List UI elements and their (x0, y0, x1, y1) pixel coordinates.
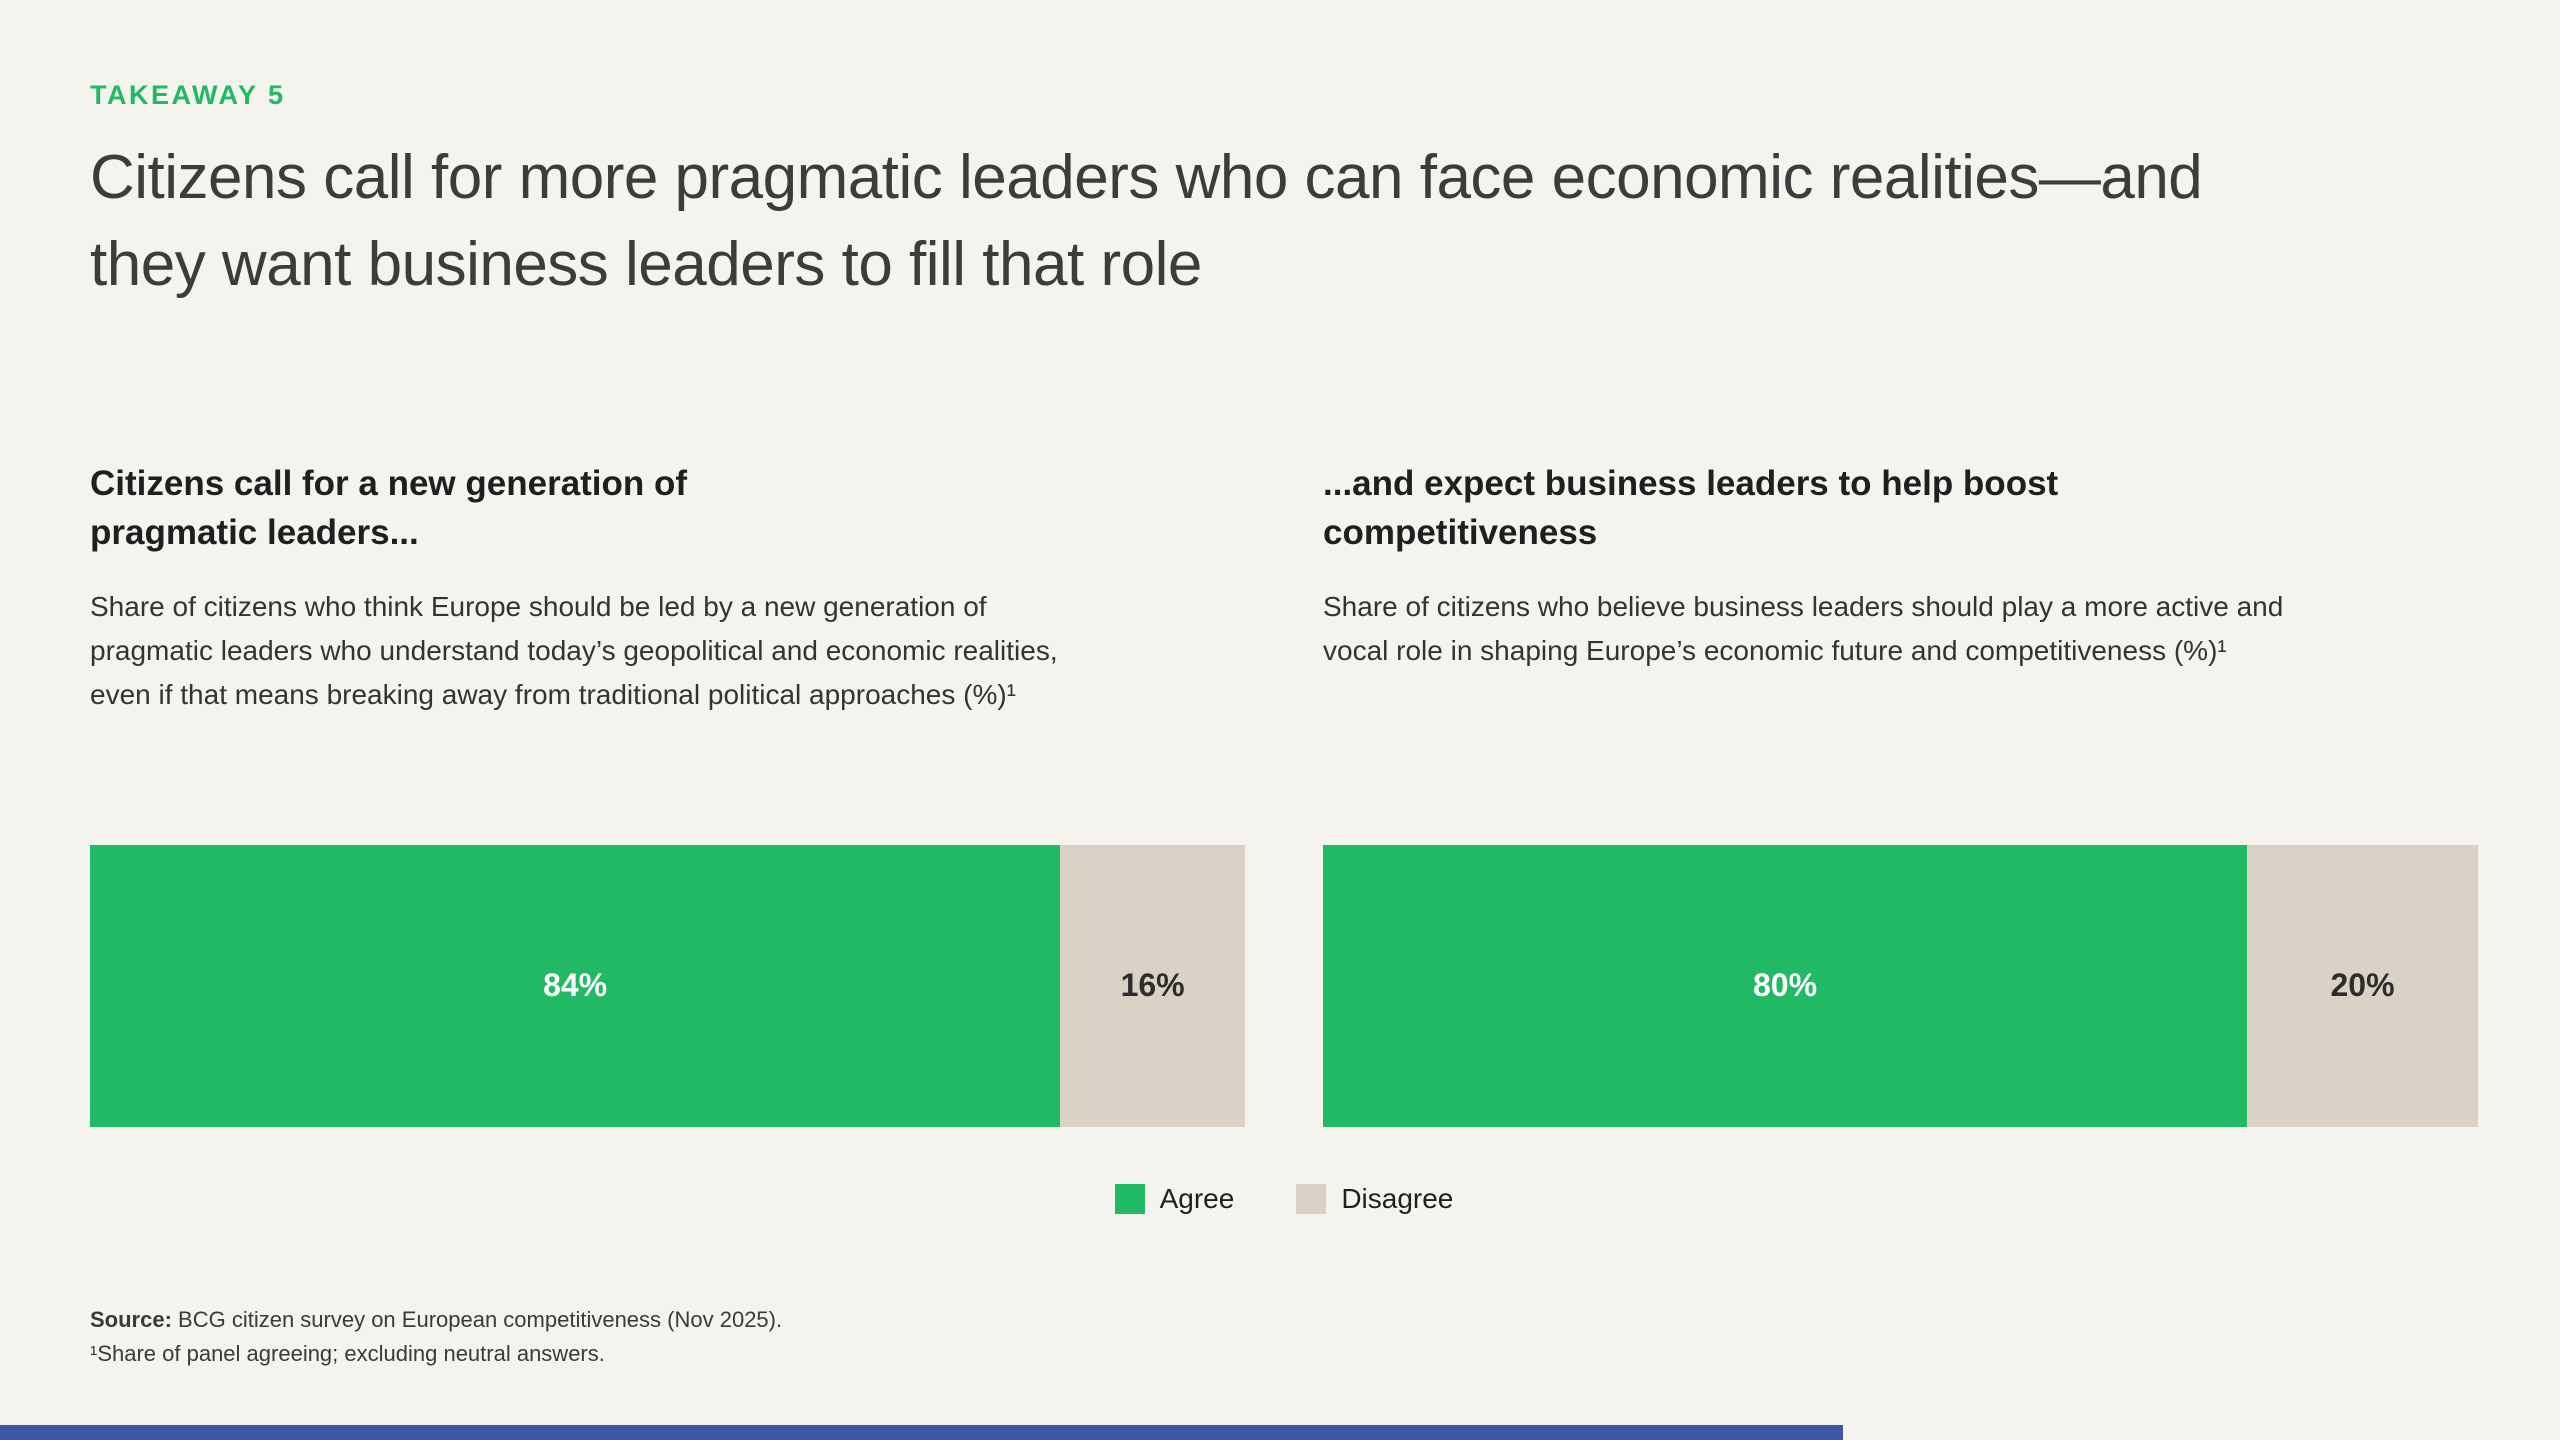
footnotes: Source: BCG citizen survey on European c… (90, 1303, 2478, 1371)
legend-label-agree: Agree (1159, 1182, 1235, 1214)
page-title: Citizens call for more pragmatic leaders… (90, 143, 2203, 299)
right-disagree-segment: 20% (2247, 844, 2478, 1127)
legend-item-agree: Agree (1114, 1182, 1235, 1215)
right-panel: ...and expect business leaders to help b… (1323, 459, 2478, 1127)
agree-swatch-icon (1114, 1183, 1145, 1214)
left-agree-segment: 84% (90, 844, 1061, 1127)
chart-columns: Citizens call for a new generation of pr… (90, 459, 2478, 1127)
left-stacked-bar: 84% 16% (90, 844, 1245, 1127)
right-panel-description: Share of citizens who believe business l… (1323, 590, 2284, 666)
source-label: Source: (90, 1306, 172, 1332)
right-agree-segment: 80% (1323, 844, 2247, 1127)
legend-label-disagree: Disagree (1341, 1182, 1454, 1214)
source-line: Source: BCG citizen survey on European c… (90, 1303, 2478, 1337)
legend: Agree Disagree (90, 1183, 2478, 1215)
left-disagree-value-label: 16% (1120, 967, 1185, 1004)
left-panel-heading: Citizens call for a new generation of pr… (90, 463, 688, 552)
footer-accent-bar (0, 1425, 1844, 1440)
left-panel-description: Share of citizens who think Europe shoul… (90, 590, 1058, 711)
legend-item-disagree: Disagree (1296, 1183, 1453, 1215)
right-panel-heading: ...and expect business leaders to help b… (1323, 463, 2059, 552)
slide-content: TAKEAWAY 5 Citizens call for more pragma… (90, 80, 2478, 1371)
left-agree-value-label: 84% (543, 967, 608, 1004)
disagree-swatch-icon (1296, 1183, 1327, 1214)
right-agree-value-label: 80% (1752, 967, 1818, 1004)
left-panel: Citizens call for a new generation of pr… (90, 459, 1245, 1127)
footnote-line: ¹Share of panel agreeing; excluding neut… (90, 1340, 605, 1366)
right-stacked-bar: 80% 20% (1323, 844, 2478, 1127)
source-text: BCG citizen survey on European competiti… (171, 1306, 783, 1332)
right-disagree-value-label: 20% (2330, 967, 2395, 1004)
left-disagree-segment: 16% (1060, 844, 1245, 1127)
takeaway-kicker: TAKEAWAY 5 (90, 80, 286, 110)
